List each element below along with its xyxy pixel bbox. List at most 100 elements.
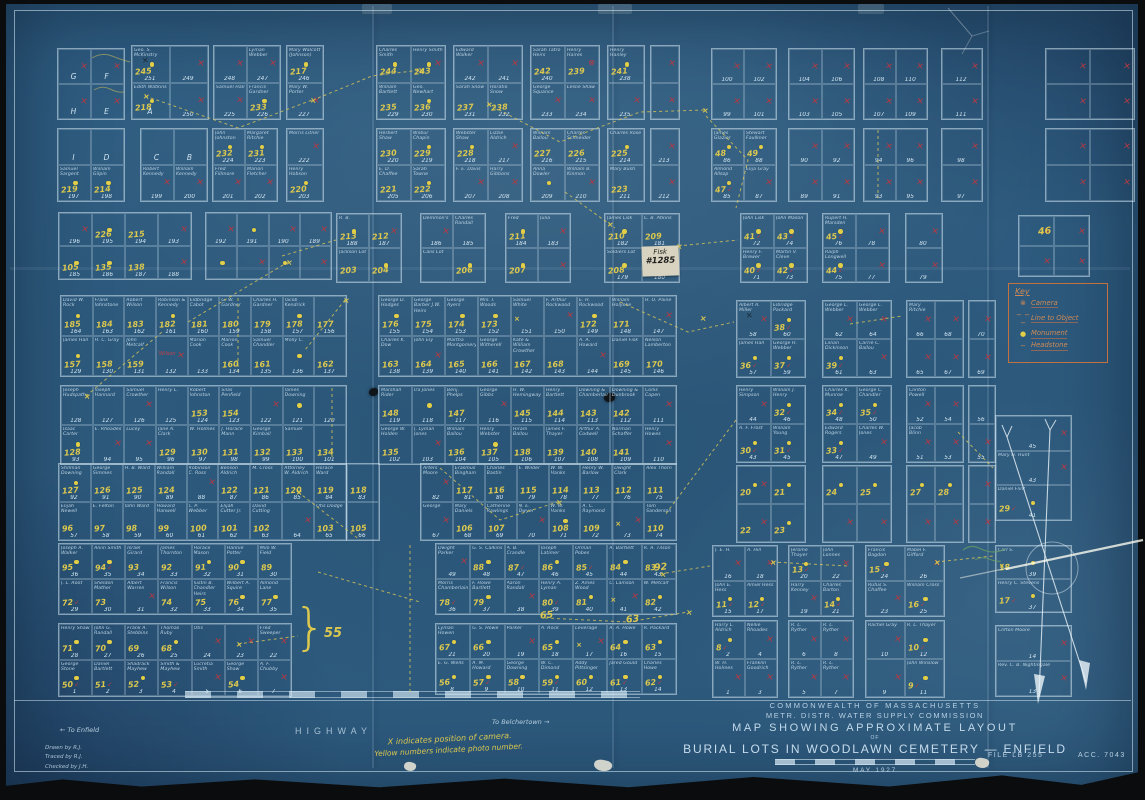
- lot-number: 53: [944, 455, 952, 461]
- lot-cell: ✕: [823, 504, 857, 542]
- key-title: Key: [1015, 287, 1030, 296]
- lot-number: 105: [831, 112, 843, 118]
- lot-cell: Charles Howe 62✓ 14: [641, 659, 676, 694]
- lot-number: 24: [203, 653, 211, 659]
- lot-cell: Alvin Smith 94✓ 35: [92, 544, 126, 579]
- lot-cell: Edward Rogers 33✓ 47: [823, 424, 857, 462]
- lot-cell: Carrie C. Ballou ✕ 63: [857, 339, 891, 377]
- lot-number: 46: [551, 572, 559, 578]
- red-x-mark: ✕: [1059, 462, 1069, 474]
- lot-number: 6: [802, 652, 806, 658]
- monument-dot: [240, 594, 245, 600]
- lot-block: Mary Ritchie ✕ 66 ✕ 68 ✕ 65 ✕ 67: [906, 300, 964, 378]
- lot-number: 124: [196, 418, 209, 424]
- lot-number: 162: [133, 329, 145, 335]
- yellow-x-mark: ×: [933, 557, 942, 568]
- lot-block: 27 28 ✕ ✕: [906, 465, 964, 543]
- lot-cell: Nellie Rhoades ✕ 4: [745, 621, 777, 659]
- red-x-mark: ✕: [213, 672, 223, 684]
- lot-number: 70: [977, 332, 985, 338]
- lot-number: 185: [462, 241, 474, 247]
- section-letter: A: [147, 107, 153, 116]
- lot-cell: ✕ 65: [907, 339, 935, 377]
- lot-number: 20: [800, 574, 808, 580]
- lot-cell: Fred Fillmore ✕ 201: [213, 165, 245, 201]
- lot-cell: ✕ 213: [651, 129, 679, 165]
- lot-number: 77: [867, 275, 876, 281]
- monument-dot: [303, 62, 309, 67]
- title-block: COMMONWEALTH OF MASSACHUSETTS METR. DIST…: [618, 701, 1132, 774]
- lot-number: 206: [421, 194, 433, 200]
- red-x-mark: ✕: [951, 314, 961, 326]
- lot-number: 92: [833, 158, 841, 164]
- lot-number: 203: [298, 194, 310, 200]
- lot-block: Rupert H. Marsden 45✓ 76 ✕ 78 Ralph Longwell 4…: [822, 213, 890, 283]
- lot-cell: Hannie Potter 90 31: [224, 544, 258, 579]
- red-x-mark: ✕: [893, 593, 903, 605]
- red-x-mark: ✕: [302, 515, 312, 527]
- red-x-mark: ✕: [1059, 673, 1069, 685]
- lot-block: ✕ 112 ✕ 111: [941, 48, 983, 120]
- red-x-mark: ✕: [845, 314, 855, 326]
- lot-number: 161: [165, 329, 177, 335]
- lot-number: 139: [421, 369, 434, 375]
- lot-block: ✕ 248 Lyman Webber ✕ 247 Samuel Hall ✕ 225 Franc…: [213, 45, 281, 120]
- lot-cell: Geo. Newhart 236 230: [411, 82, 445, 119]
- lot-cell: B: [174, 129, 207, 165]
- lot-cell: George Witherell 166 141: [478, 336, 511, 376]
- monument-dot: [426, 62, 432, 67]
- lot-cell: R. L. Ryther ✕ 6: [789, 621, 821, 659]
- lot-number: 22: [269, 653, 278, 659]
- lot-number: 100: [291, 457, 304, 463]
- lot-cell: Sarah Snow 237 231: [454, 82, 488, 119]
- lot-number: 71: [559, 533, 568, 539]
- lot-number: 17: [585, 652, 593, 658]
- lot-cell: Francis Bagdon 15✓ 24: [866, 546, 905, 581]
- lot-cell: George Ayers 174 153: [445, 296, 478, 336]
- lot-number: 27: [104, 653, 112, 659]
- lot-cell: ✕: [651, 82, 679, 119]
- lot-cell: Almond Allsop 47✓ 85: [712, 165, 744, 201]
- lot-number: 62: [835, 332, 843, 338]
- lot-number: 10: [880, 652, 889, 658]
- monument-dot: [838, 482, 844, 488]
- lot-cell: George Stone 50✓ 1: [59, 660, 93, 696]
- lot-cell: Geo. S. McKinstry 245 ✕ 251: [132, 46, 170, 83]
- lot-cell: Margaret Ritchie 231 223: [245, 129, 277, 165]
- lot-cell: Eldbridge Cabot 181 160: [187, 296, 220, 336]
- yellow-x-mark: ×: [142, 91, 151, 102]
- lot-cell: Henry L. 125: [155, 386, 188, 425]
- lot-number: 3: [758, 690, 762, 696]
- lot-number: 26: [137, 653, 145, 659]
- lot-number: 125: [165, 418, 177, 424]
- lot-number: 186: [101, 272, 114, 278]
- monument-dot: [460, 313, 465, 319]
- lot-cell: Mabel F. Gifford ✕ 26: [905, 546, 944, 581]
- lot-block: ✕ 192 191 ✕ 190 ✕ 189 ✕ ✕: [205, 212, 332, 280]
- lot-cell: Norman Schaffer 141 109: [610, 425, 643, 464]
- lot-number: 158: [260, 329, 272, 335]
- left-arrow-icon: ←: [60, 726, 66, 734]
- lot-cell: ✕: [1054, 246, 1089, 276]
- monument-dot: [383, 263, 389, 268]
- lot-cell: E. Wilder 115 79: [516, 464, 549, 502]
- monument-dot: [107, 559, 112, 565]
- lot-block: Webster Shaw 228 218 Lizzie Aldrich ✕ 217 F. E…: [453, 128, 523, 202]
- lot-number: 4: [758, 652, 762, 658]
- lot-cell: Horace Ward 119 84: [314, 464, 346, 502]
- lot-number: 108: [873, 77, 885, 83]
- red-x-mark: ✕: [841, 558, 851, 570]
- key-label-headstone: Headstone: [1031, 341, 1068, 351]
- monument-dot: [227, 144, 233, 150]
- red-x-mark: ✕: [759, 399, 769, 411]
- lot-block: Edward Walker ✕ 242 ✕ 241 Sarah Snow 237 231 Hor…: [453, 45, 523, 120]
- lot-number: 22: [832, 574, 840, 580]
- lot-number: 240: [541, 75, 553, 82]
- lot-cell: C. Lamson ✕ × 41: [607, 579, 642, 614]
- lot-number: 202: [254, 194, 266, 200]
- scale-ruler: [185, 691, 640, 698]
- lot-number: 36: [448, 607, 456, 613]
- lot-block: Joseph A. Walker 95 36 Alvin Smith 94✓ 35 Isra…: [58, 543, 292, 615]
- lot-cell: Charles W. Jones ✕ 49: [857, 424, 891, 462]
- monument-dot: [493, 442, 498, 447]
